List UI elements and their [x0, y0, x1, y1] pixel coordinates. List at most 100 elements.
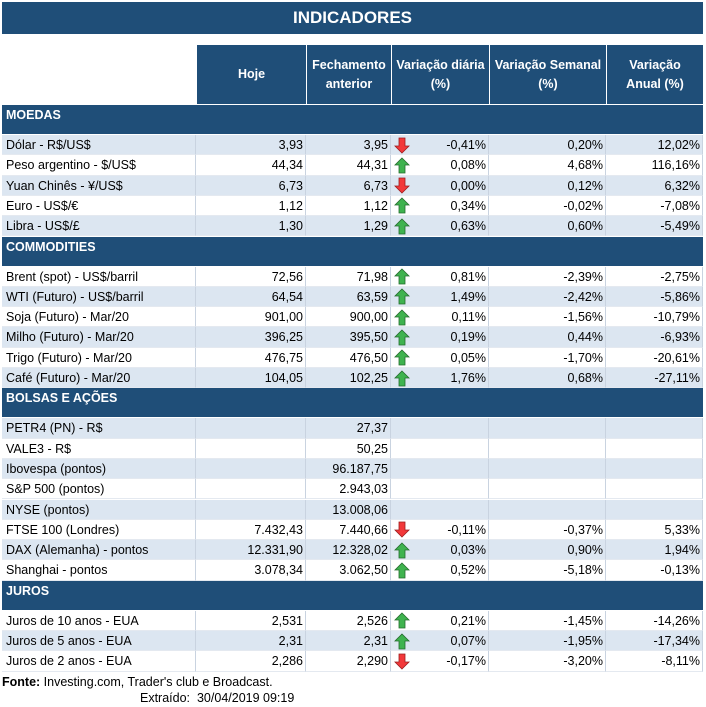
cell	[391, 438, 489, 459]
cell: 0,21%	[391, 610, 489, 631]
cell: 1,12	[306, 195, 391, 217]
trend-arrow	[394, 137, 410, 154]
cell: -1,70%	[489, 347, 606, 368]
cell: 0,44%	[489, 327, 606, 348]
row-band	[2, 438, 703, 459]
row-band	[2, 418, 703, 439]
section-title: BOLSAS E AÇÕES	[2, 388, 703, 418]
cell: 476,75	[196, 347, 306, 368]
cell: -14,26%	[606, 610, 703, 631]
arrow-shape	[394, 309, 410, 325]
cell: 1,94%	[606, 540, 703, 561]
cell: -20,61%	[606, 347, 703, 368]
cell: 2.943,03	[306, 479, 391, 500]
cell: 63,59	[306, 286, 391, 308]
cell	[391, 418, 489, 439]
cell: -1,45%	[489, 610, 606, 631]
cell: 0,11%	[391, 307, 489, 328]
cell: 50,25	[306, 438, 391, 459]
cell: 64,54	[196, 286, 306, 308]
row-band	[2, 307, 703, 328]
trend-arrow	[394, 268, 410, 285]
row-band	[2, 651, 703, 672]
cell: Yuan Chinês - ¥/US$	[2, 175, 196, 196]
footer-source: Fonte: Investing.com, Trader's club e Br…	[2, 674, 273, 690]
cell	[489, 458, 606, 480]
cell: 2,531	[196, 610, 306, 631]
cell: -2,39%	[489, 266, 606, 287]
cell: 1,12	[196, 195, 306, 217]
cell: 102,25	[306, 368, 391, 389]
cell: 72,56	[196, 266, 306, 287]
cell: Libra - US$/£	[2, 216, 196, 237]
arrow-shape	[394, 329, 410, 346]
cell: -3,20%	[489, 651, 606, 672]
cell: 0,63%	[391, 216, 489, 237]
trend-arrow	[394, 197, 410, 214]
cell	[196, 438, 306, 459]
cell: 0,07%	[391, 631, 489, 652]
cell	[606, 499, 703, 520]
cell: 900,00	[306, 307, 391, 328]
header-line: Variação diária	[396, 57, 485, 72]
row-band	[2, 347, 703, 368]
cell: 104,05	[196, 368, 306, 389]
trend-arrow	[394, 653, 410, 670]
trend-arrow	[394, 288, 410, 305]
trend-arrow	[394, 542, 410, 558]
cell: PETR4 (PN) - R$	[2, 418, 196, 439]
cell: -2,75%	[606, 266, 703, 287]
arrow-shape	[394, 562, 410, 579]
column-header: Fechamento anterior	[306, 45, 391, 104]
cell: 6,73	[306, 175, 391, 196]
cell: 0,05%	[391, 347, 489, 368]
cell: -0,17%	[391, 651, 489, 672]
extracted: 30/04/2019 09:19	[196, 691, 295, 705]
section-title: JUROS	[2, 580, 703, 610]
cell: Brent (spot) - US$/barril	[2, 266, 196, 287]
cell	[391, 458, 489, 480]
cell	[391, 499, 489, 520]
cell: 6,73	[196, 175, 306, 196]
header-line: Fechamento	[312, 57, 386, 72]
column-header: Variação Anual (%)	[606, 45, 703, 104]
cell: -8,11%	[606, 651, 703, 672]
trend-arrow	[394, 157, 410, 174]
cell: -17,34%	[606, 631, 703, 652]
table-title: INDICADORES	[2, 2, 703, 34]
header-line: Variação	[629, 57, 681, 72]
cell: 6,32%	[606, 175, 703, 196]
cell: 0,00%	[391, 175, 489, 196]
cell: 1,29	[306, 216, 391, 237]
row-band	[2, 135, 703, 156]
cell: Ibovespa (pontos)	[2, 458, 196, 480]
cell	[489, 499, 606, 520]
source: Investing.com, Trader's club e Broadcast…	[43, 675, 273, 689]
row-band	[2, 499, 703, 520]
cell: 0,90%	[489, 540, 606, 561]
arrow-shape	[394, 369, 410, 386]
cell: Soja (Futuro) - Mar/20	[2, 307, 196, 328]
arrow-shape	[394, 653, 410, 670]
cell: 2,31	[196, 631, 306, 652]
cell: 0,34%	[391, 195, 489, 217]
arrow-shape	[394, 612, 410, 629]
cell: 395,50	[306, 327, 391, 348]
cell: 1,76%	[391, 368, 489, 389]
cell: 0,81%	[391, 266, 489, 287]
cell: Peso argentino - $/US$	[2, 155, 196, 176]
cell: 0,20%	[489, 135, 606, 156]
cell: 476,50	[306, 347, 391, 368]
cell: 3,95	[306, 135, 391, 156]
arrow-shape	[394, 542, 410, 558]
arrow-shape	[394, 157, 410, 174]
cell: 44,31	[306, 155, 391, 176]
cell: 5,33%	[606, 519, 703, 541]
cell: -2,42%	[489, 286, 606, 308]
header-line: Anual (%)	[626, 76, 684, 91]
cell: 2,31	[306, 631, 391, 652]
cell	[391, 479, 489, 500]
cell: 0,12%	[489, 175, 606, 196]
row-band	[2, 175, 703, 196]
